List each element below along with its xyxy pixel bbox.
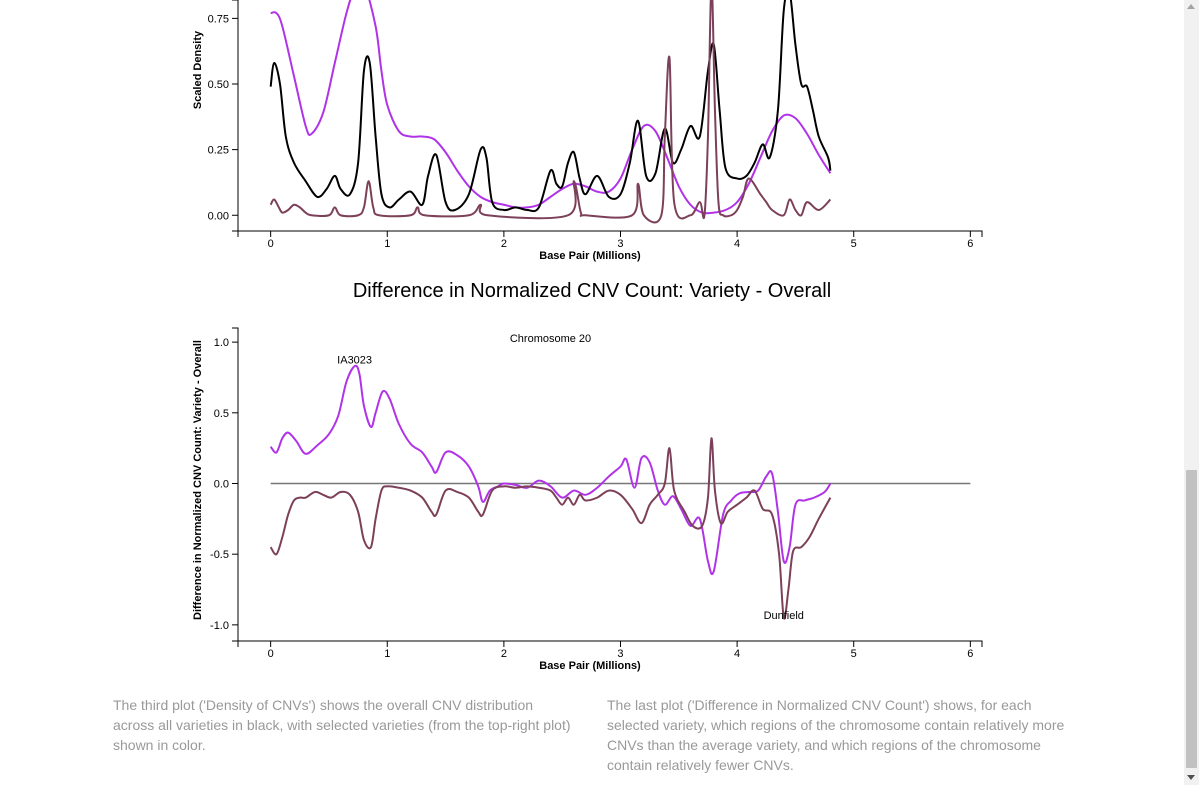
x-tick-label: 1 <box>384 238 390 250</box>
y-axis-line <box>232 0 239 232</box>
difference-series <box>269 364 971 620</box>
y-tick-label: 0.5 <box>214 408 229 420</box>
x-tick-label: 2 <box>501 238 507 250</box>
scroll-down-button[interactable] <box>1184 770 1199 785</box>
difference-y-axis-title: Difference in Normalized CNV Count: Vari… <box>192 340 204 620</box>
annotation-label: Dunfield <box>764 610 804 622</box>
caption-difference: The last plot ('Difference in Normalized… <box>607 697 1065 773</box>
x-tick-label: 4 <box>734 238 740 250</box>
x-tick-label: 0 <box>268 238 274 250</box>
density-x-axis-title: Base Pair (Millions) <box>539 250 641 262</box>
difference-chart-title: Difference in Normalized CNV Count: Vari… <box>352 280 832 302</box>
series-line-variety_b <box>269 0 832 224</box>
density-y-axis-title: Scaled Density <box>192 30 204 109</box>
y-tick-label: 0.75 <box>208 13 229 25</box>
y-tick-label: 0.0 <box>214 479 229 491</box>
vertical-scrollbar[interactable] <box>1184 0 1199 785</box>
y-tick-label: -1.0 <box>210 620 229 632</box>
x-tick-label: 3 <box>617 648 623 660</box>
x-tick-label: 5 <box>851 238 857 250</box>
arrow-down-icon <box>1187 775 1195 780</box>
scroll-up-button[interactable] <box>1184 0 1199 15</box>
series-line-variety_a <box>270 0 832 215</box>
y-tick-label: 0.25 <box>208 145 229 157</box>
difference-x-axis-title: Base Pair (Millions) <box>539 660 641 672</box>
caption-density: The third plot ('Density of CNVs') shows… <box>113 697 571 753</box>
series-line-overall <box>269 0 832 213</box>
x-tick-label: 6 <box>967 238 973 250</box>
arrow-up-icon <box>1187 4 1195 9</box>
y-axis-line <box>232 327 239 642</box>
y-tick-label: -0.5 <box>210 549 229 561</box>
x-tick-label: 2 <box>501 648 507 660</box>
difference-annotations: Chromosome 20 IA3023 Dunfield <box>337 333 804 622</box>
x-tick-label: 1 <box>384 648 390 660</box>
series-line-variety_a <box>269 364 832 576</box>
x-axis-line <box>237 640 983 647</box>
x-tick-label: 6 <box>967 648 973 660</box>
difference-chart: 0 1 2 3 4 5 6 1.0 0.5 0.0 -0.5 -1.0 Chromosome 20 IA… <box>192 327 983 672</box>
y-tick-label: 0.00 <box>208 210 229 222</box>
y-tick-label: 1.0 <box>214 337 229 349</box>
x-tick-label: 0 <box>268 648 274 660</box>
x-axis-line <box>237 230 983 237</box>
density-series <box>269 0 832 224</box>
difference-axes: 0 1 2 3 4 5 6 1.0 0.5 0.0 -0.5 -1.0 <box>210 327 983 660</box>
density-axes: 0 1 2 3 4 5 6 0.00 0.25 0.50 0.75 <box>208 0 983 250</box>
annotation-label: IA3023 <box>337 354 372 366</box>
scroll-thumb[interactable] <box>1186 470 1197 768</box>
annotation-label: Chromosome 20 <box>510 333 591 345</box>
density-chart: 0 1 2 3 4 5 6 0.00 0.25 0.50 0.75 Base Pair (Milli… <box>192 0 983 262</box>
x-tick-label: 5 <box>851 648 857 660</box>
x-tick-label: 4 <box>734 648 740 660</box>
series-line-variety_b <box>269 437 832 620</box>
x-tick-label: 3 <box>617 238 623 250</box>
y-tick-label: 0.50 <box>208 79 229 91</box>
